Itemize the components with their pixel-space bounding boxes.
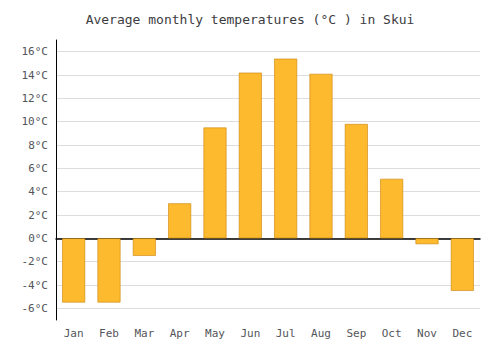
svg-text:Aug: Aug [311,327,331,340]
svg-text:Oct: Oct [382,327,402,340]
svg-text:Mar: Mar [134,327,154,340]
svg-text:Dec: Dec [452,327,472,340]
svg-text:8°C: 8°C [28,139,48,152]
svg-text:10°C: 10°C [22,115,49,128]
svg-text:Jul: Jul [276,327,296,340]
svg-text:May: May [205,327,225,340]
svg-text:12°C: 12°C [22,92,49,105]
svg-text:-6°C: -6°C [22,302,49,315]
svg-text:-2°C: -2°C [22,255,49,268]
svg-text:16°C: 16°C [22,45,49,58]
svg-text:Sep: Sep [346,327,366,340]
svg-text:6°C: 6°C [28,162,48,175]
svg-text:0°C: 0°C [28,232,48,245]
svg-text:Apr: Apr [170,327,190,340]
svg-text:4°C: 4°C [28,185,48,198]
svg-text:Average monthly temperatures (: Average monthly temperatures (°C ) in Sk… [86,12,415,27]
svg-text:14°C: 14°C [22,69,49,82]
svg-text:Feb: Feb [99,327,119,340]
svg-text:Nov: Nov [417,327,437,340]
svg-text:Jan: Jan [64,327,84,340]
svg-text:2°C: 2°C [28,209,48,222]
svg-text:-4°C: -4°C [22,279,49,292]
svg-text:Jun: Jun [240,327,260,340]
